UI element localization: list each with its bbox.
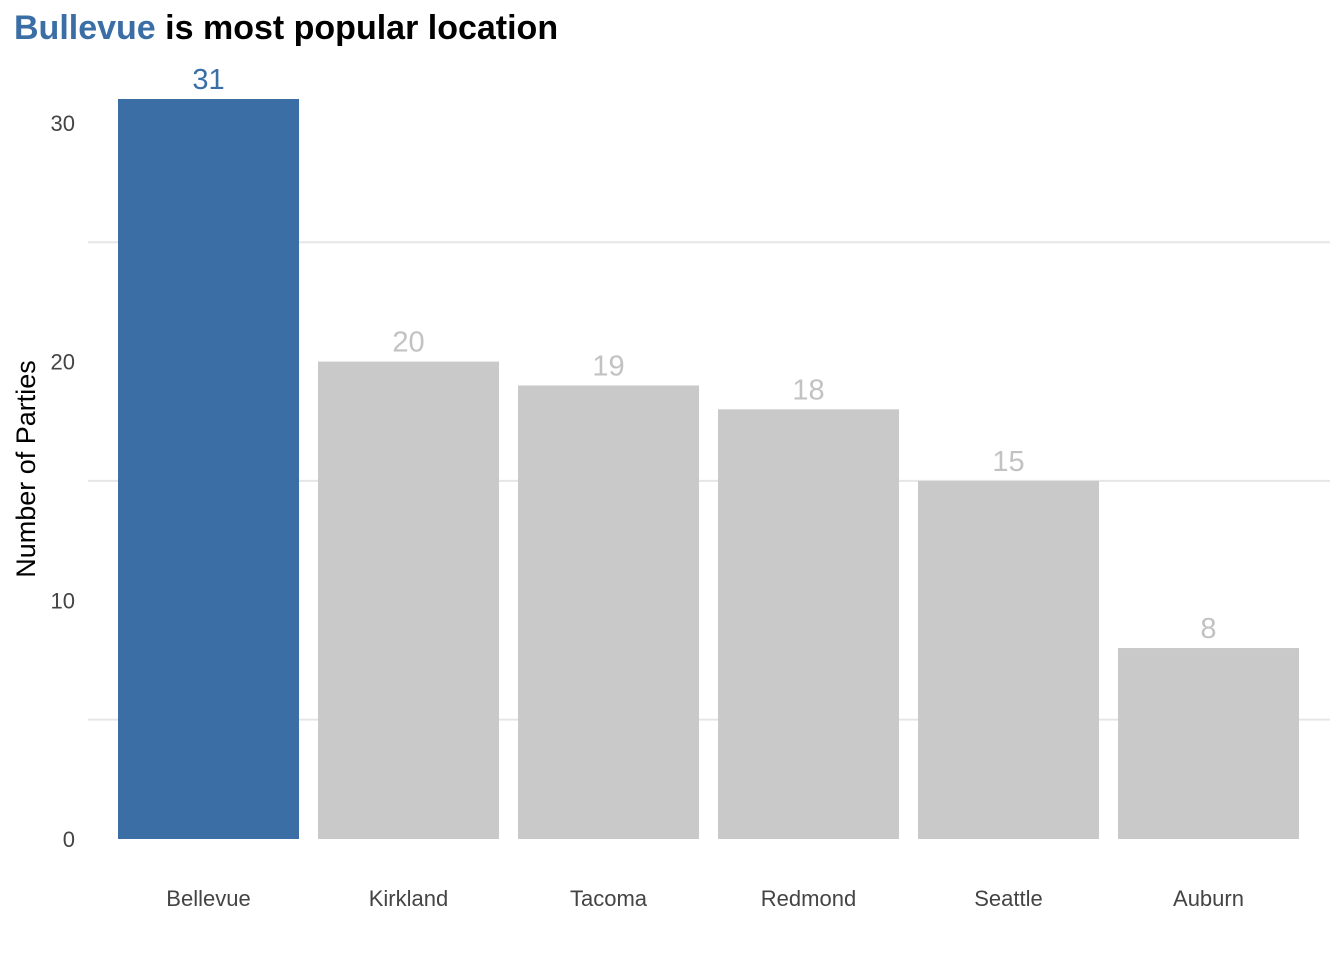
chart-title-highlight: Bullevue (14, 9, 156, 47)
bar-kirkland (318, 361, 499, 839)
data-label-tacoma: 19 (592, 350, 624, 382)
data-label-redmond: 18 (792, 374, 824, 406)
y-tick-label: 10 (51, 588, 75, 613)
bar-seattle (918, 480, 1099, 839)
bar-redmond (718, 409, 899, 839)
data-labels: 31 20 19 18 15 8 (192, 64, 1216, 645)
bar-bellevue (118, 99, 299, 839)
x-tick-label: Tacoma (570, 886, 648, 911)
y-tick-label: 0 (63, 827, 75, 852)
bars (118, 99, 1299, 839)
x-tick-label: Bellevue (166, 886, 250, 911)
bar-tacoma (518, 385, 699, 839)
data-label-kirkland: 20 (392, 327, 424, 359)
y-axis-title: Number of Parties (11, 360, 41, 578)
chart-title-rest: is most popular location (155, 9, 559, 47)
bar-auburn (1118, 648, 1299, 839)
x-axis-ticks: Bellevue Kirkland Tacoma Redmond Seattle Aubu… (166, 886, 1244, 911)
data-label-seattle: 15 (992, 446, 1024, 478)
chart-title: Bullevue is most popular location (14, 8, 558, 48)
y-tick-label: 30 (51, 111, 75, 136)
y-axis-ticks: 0 10 20 30 (51, 111, 75, 852)
x-tick-label: Auburn (1173, 886, 1244, 911)
x-tick-label: Kirkland (369, 886, 448, 911)
y-tick-label: 20 (51, 350, 75, 375)
data-label-auburn: 8 (1200, 613, 1216, 645)
x-tick-label: Redmond (761, 886, 856, 911)
x-tick-label: Seattle (974, 886, 1043, 911)
data-label-bellevue: 31 (192, 64, 224, 96)
